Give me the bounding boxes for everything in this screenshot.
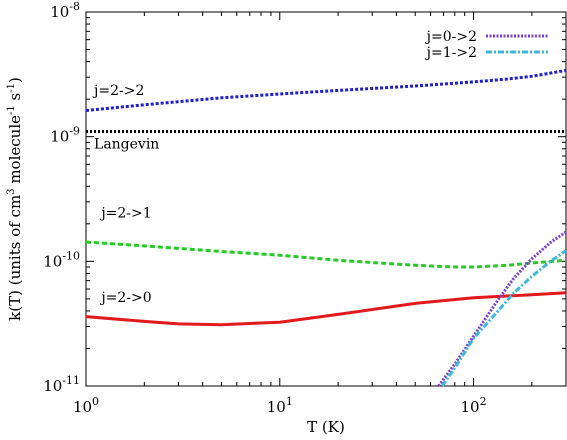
annotation-label: j=2->0: [99, 290, 151, 306]
legend: j=0->2j=1->2: [425, 29, 548, 61]
x-tick-label: 100: [73, 395, 99, 416]
axis-ticks: 100 101 102 10-11 10-10 10-9 10-8: [43, 0, 567, 416]
x-tick-label: 101: [267, 395, 293, 416]
legend-label: j=1->2: [425, 45, 477, 61]
y-tick-label: 10-9: [50, 125, 80, 146]
annotation-label: j=2->1: [99, 205, 151, 221]
series-j12-line: [441, 249, 567, 387]
series-j21-line: [85, 240, 567, 269]
y-tick-label: 10-10: [43, 249, 80, 270]
series-j22-line: [85, 68, 567, 112]
plot-frame: [85, 11, 567, 387]
x-axis-title: T (K): [307, 418, 345, 436]
legend-label: j=0->2: [425, 29, 477, 45]
annotation-label: Langevin: [94, 137, 159, 153]
series-j20-line: [85, 291, 567, 327]
y-tick-label: 10-8: [50, 0, 80, 21]
series-lines: [85, 68, 567, 387]
y-axis-title: k(T) (units of cm3 molecule-1 s-1): [6, 77, 24, 321]
series-j02-line: [437, 230, 567, 387]
y-tick-label: 10-11: [43, 374, 80, 395]
curve-annotations: j=2->2 Langevin j=2->1 j=2->0: [92, 83, 159, 306]
annotation-label: j=2->2: [92, 83, 144, 99]
x-tick-label: 102: [460, 395, 486, 416]
